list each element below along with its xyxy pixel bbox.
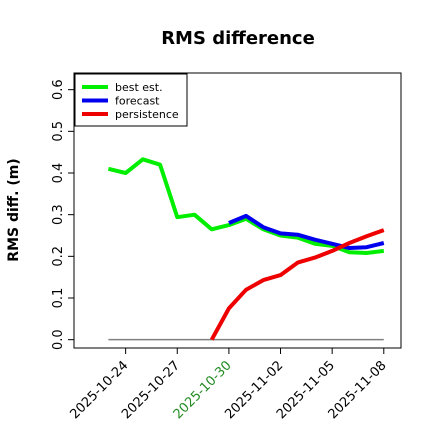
series-layer xyxy=(107,157,385,341)
legend-label: persistence xyxy=(115,108,179,121)
legend-label: forecast xyxy=(115,95,160,108)
y-tick-label: 0.3 xyxy=(51,204,66,225)
chart-title: RMS difference xyxy=(161,28,315,49)
y-tick-label: 0.6 xyxy=(51,79,66,100)
legend-label: best est. xyxy=(115,81,163,94)
plot-frame xyxy=(73,72,402,349)
y-axis: 0.0 0.1 0.2 0.3 0.4 0.5 0.6 xyxy=(51,79,74,350)
series-line-forecast xyxy=(228,213,385,250)
y-tick-label: 0.2 xyxy=(51,246,66,267)
series-line-persistence xyxy=(209,228,385,341)
y-axis-label: RMS diff. (m) xyxy=(6,158,22,261)
y-tick-label: 0.4 xyxy=(51,163,66,184)
x-axis: 2025-10-242025-10-272025-10-302025-11-02… xyxy=(67,348,390,422)
series-line-best-est xyxy=(107,157,385,255)
y-tick-label: 0.1 xyxy=(51,288,66,309)
y-tick-label: 0.0 xyxy=(51,329,66,350)
y-tick-label: 0.5 xyxy=(51,121,66,142)
